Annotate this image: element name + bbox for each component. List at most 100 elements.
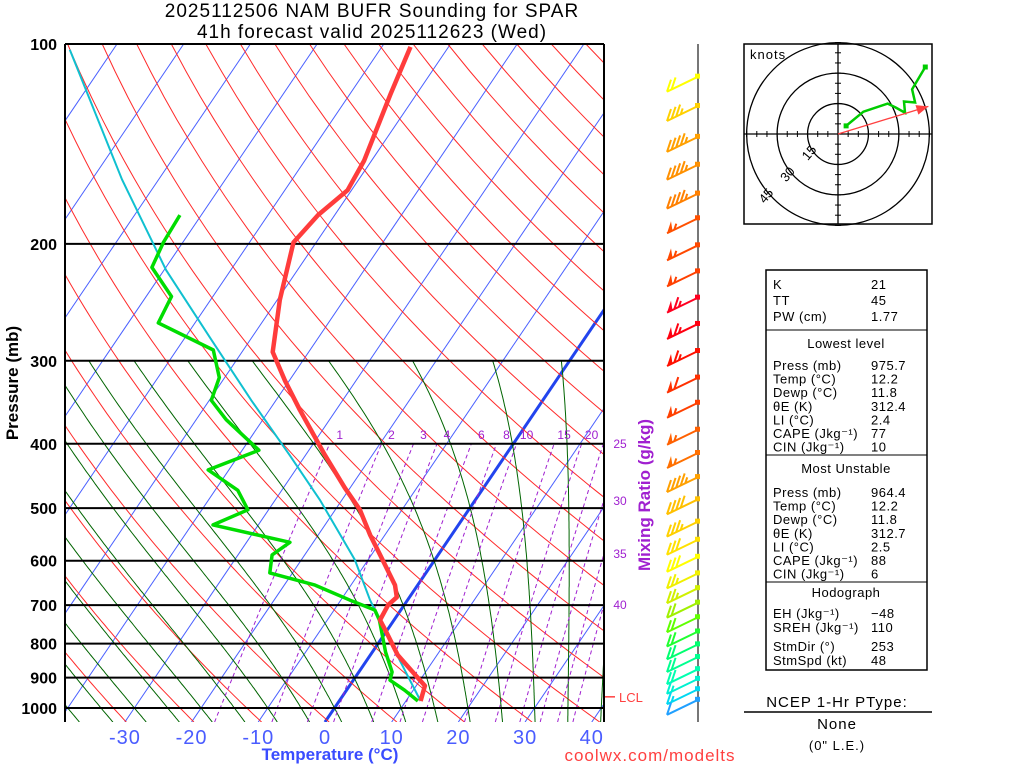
- storm-motion-vector: [837, 105, 929, 135]
- pressure-tick-label: 900: [30, 671, 57, 688]
- mixing-ratio-tick-label: 20: [585, 428, 599, 442]
- index-label: CIN (Jkg⁻¹): [773, 440, 845, 455]
- moist-adiabat: [65, 663, 114, 722]
- mixing-ratio-tick-label: 15: [557, 428, 571, 442]
- moist-adiabat: [65, 384, 311, 722]
- barb-half: [675, 592, 680, 600]
- barb-full: [666, 691, 672, 705]
- dry-adiabat: [101, 44, 604, 632]
- moist-adiabat: [251, 360, 439, 722]
- barb-dot: [695, 242, 700, 248]
- mixing-ratio-tick-label: 2: [388, 428, 395, 442]
- ptype-value: None: [817, 716, 857, 733]
- mixing-ratio-tick-label: 10: [520, 428, 534, 442]
- barb-half: [677, 326, 682, 334]
- dry-adiabat: [309, 44, 604, 372]
- dry-adiabat: [136, 44, 604, 587]
- wind-barb: [666, 654, 700, 673]
- index-value: 12.2: [871, 499, 898, 514]
- index-label: Temp (°C): [773, 372, 836, 387]
- barb-full: [679, 160, 686, 174]
- index-value: 964.4: [871, 485, 906, 500]
- barb-dot: [695, 449, 700, 455]
- wind-barb: [666, 426, 700, 446]
- index-label: EH (Jkg⁻¹): [773, 606, 840, 621]
- isotherm: [65, 44, 385, 516]
- ptype-accum: (0" L.E.): [809, 738, 865, 753]
- moist-adiabat: [328, 360, 471, 722]
- barb-full: [666, 196, 672, 209]
- barb-half: [673, 407, 678, 415]
- wind-barb: [666, 570, 700, 590]
- index-value: 1.77: [871, 309, 898, 324]
- index-label: StmDir (°): [773, 639, 835, 654]
- index-value: 2.5: [871, 539, 891, 554]
- wind-barb: [666, 348, 700, 367]
- barb-dot: [695, 474, 700, 480]
- temperature-tick-label: 20: [446, 727, 470, 749]
- barb-full: [675, 104, 682, 117]
- mixing-ratio-line: [463, 443, 555, 722]
- x-axis-label: Temperature (°C): [262, 745, 399, 764]
- pressure-tick-label: 400: [30, 437, 57, 454]
- wind-barb: [666, 103, 700, 122]
- barb-dot: [695, 641, 700, 647]
- barb-full: [666, 167, 672, 181]
- barb-full: [666, 659, 672, 673]
- most-unstable-title: Most Unstable: [801, 461, 891, 476]
- isotherm: [524, 604, 604, 722]
- barb-full: [666, 79, 672, 92]
- barb-full: [670, 540, 677, 553]
- mixing-ratio-line: [519, 443, 604, 722]
- barb-full: [673, 350, 680, 363]
- barb-dot: [695, 426, 700, 432]
- index-label: PW (cm): [773, 309, 827, 324]
- mixing-ratio-tick-label: 8: [503, 428, 510, 442]
- barb-full: [666, 502, 672, 515]
- index-value: 48: [871, 653, 886, 668]
- index-label: Dewp (°C): [773, 512, 838, 527]
- pressure-tick-label: 800: [30, 637, 57, 654]
- barb-staff: [666, 376, 699, 394]
- barb-staff: [666, 428, 699, 446]
- mixing-ratio-tick-label: 25: [613, 437, 627, 451]
- mixing-ratio-label: Mixing Ratio (g/kg): [635, 419, 654, 571]
- barb-full: [670, 588, 677, 602]
- lcl-label: LCL: [619, 690, 643, 705]
- wind-barb: [666, 518, 700, 538]
- barb-full: [675, 135, 682, 148]
- barb-full: [675, 163, 682, 176]
- barb-full: [666, 524, 672, 537]
- barb-staff: [666, 217, 699, 235]
- barb-full: [670, 657, 677, 671]
- barb-dot: [695, 536, 700, 542]
- hodograph-trace: [845, 66, 927, 127]
- barb-dot: [695, 570, 700, 576]
- pressure-tick-label: 100: [30, 37, 57, 54]
- barb-full: [666, 576, 672, 589]
- barb-full: [670, 137, 677, 150]
- barb-pennant: [667, 274, 673, 287]
- mixing-ratio-tick-label: 35: [613, 547, 627, 561]
- wind-barb: [666, 242, 700, 262]
- barb-dot: [695, 628, 700, 634]
- wind-barb: [666, 666, 700, 686]
- barb-dot: [695, 294, 700, 300]
- dry-adiabat: [65, 196, 533, 722]
- credit-link[interactable]: coolwx.com/modelts: [564, 746, 735, 765]
- moist-adiabat: [65, 489, 246, 722]
- barb-dot: [695, 161, 700, 167]
- index-label: CAPE (Jkg⁻¹): [773, 426, 858, 441]
- barb-full: [666, 605, 672, 618]
- index-value: 312.7: [871, 526, 906, 541]
- mixing-ratio-tick-label: 3: [420, 428, 427, 442]
- wind-barb: [666, 599, 700, 619]
- wind-barb: [666, 160, 700, 181]
- moist-adiabat: [65, 579, 180, 722]
- barb-full: [670, 557, 677, 570]
- barb-full: [670, 77, 677, 90]
- dry-adiabat: [170, 44, 604, 542]
- moist-adiabat: [133, 360, 375, 722]
- index-value: 77: [871, 426, 886, 441]
